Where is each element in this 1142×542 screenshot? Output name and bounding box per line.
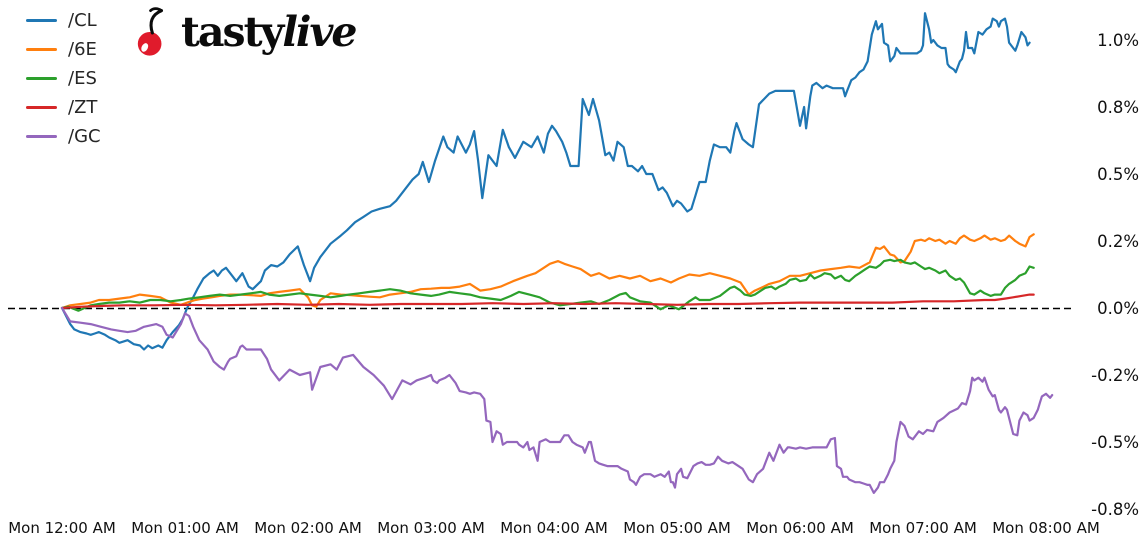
logo-text-live: live	[282, 8, 357, 56]
x-tick-label-8: Mon 08:00 AM	[992, 519, 1100, 537]
legend-item-es: /ES	[26, 64, 101, 93]
x-tick-label-1: Mon 01:00 AM	[131, 519, 239, 537]
logo-text-tasty: tasty	[181, 8, 284, 56]
series-line-es	[60, 258, 1035, 312]
legend-label-zt: /ZT	[68, 96, 98, 118]
legend-label-cl: /CL	[68, 9, 97, 31]
legend-item-6e: /6E	[26, 35, 101, 64]
tastylive-logo: tastylive	[136, 5, 357, 59]
series-line-gc	[60, 306, 1054, 494]
y-tick-label-7: -0.8%	[1091, 500, 1139, 519]
y-tick-label-4: 0.0%	[1097, 299, 1139, 318]
y-tick-label-0: 1.0%	[1097, 31, 1139, 50]
y-tick-label-3: 0.2%	[1097, 232, 1139, 251]
legend-label-es: /ES	[68, 67, 97, 89]
x-tick-label-3: Mon 03:00 AM	[377, 519, 485, 537]
y-tick-label-1: 0.8%	[1097, 98, 1139, 117]
x-tick-label-2: Mon 02:00 AM	[254, 519, 362, 537]
legend-item-gc: /GC	[26, 122, 101, 151]
logo-text: tastylive	[181, 5, 357, 59]
x-tick-label-6: Mon 06:00 AM	[746, 519, 854, 537]
legend-label-gc: /GC	[68, 125, 101, 147]
y-tick-label-2: 0.5%	[1097, 165, 1139, 184]
y-tick-label-6: -0.5%	[1091, 433, 1139, 452]
legend-swatch-zt	[26, 106, 57, 109]
legend-item-zt: /ZT	[26, 93, 101, 122]
legend-swatch-gc	[26, 135, 57, 138]
series-line-cl	[60, 12, 1031, 351]
x-tick-label-5: Mon 05:00 AM	[623, 519, 731, 537]
x-tick-label-7: Mon 07:00 AM	[869, 519, 977, 537]
y-tick-label-5: -0.2%	[1091, 366, 1139, 385]
legend-swatch-es	[26, 77, 57, 80]
series-line-6e	[60, 233, 1035, 310]
legend-item-cl: /CL	[26, 6, 101, 35]
legend-swatch-cl	[26, 19, 57, 22]
legend-label-6e: /6E	[68, 38, 97, 60]
cherry-icon	[137, 7, 163, 56]
x-tick-label-4: Mon 04:00 AM	[500, 519, 608, 537]
chart-legend: /CL/6E/ES/ZT/GC	[26, 6, 101, 151]
x-tick-label-0: Mon 12:00 AM	[8, 519, 116, 537]
series-line-zt	[60, 293, 1035, 310]
legend-swatch-6e	[26, 48, 57, 51]
